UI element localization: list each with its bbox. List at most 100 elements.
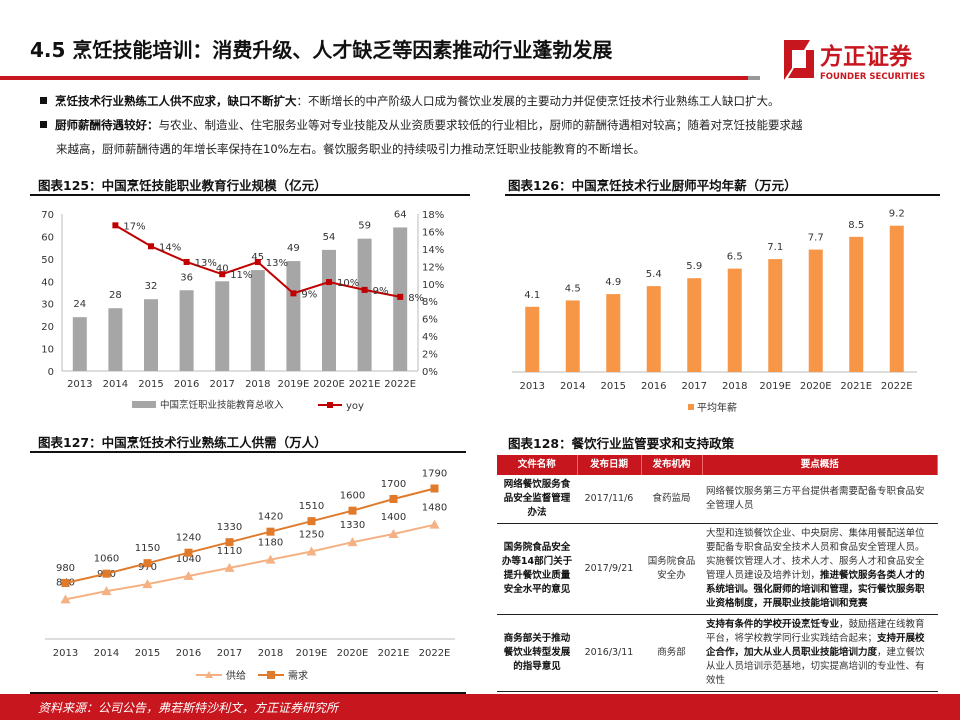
yoy-data-label: 14%	[159, 242, 181, 253]
yoy-marker	[148, 243, 154, 250]
x-tick-label: 2014	[560, 381, 585, 392]
chart-126-title: 图表126：中国烹饪技术行业厨师平均年薪（万元）	[508, 178, 797, 193]
data-label: 970	[138, 562, 157, 573]
legend-marker-demand	[267, 671, 275, 679]
data-label: 1240	[176, 533, 201, 544]
yoy-marker	[290, 290, 297, 297]
chart-127: 2013 2014 2015 2016 2017 2018 2019E 2020E 2021E 2…	[45, 469, 455, 682]
col-header-name: 文件名称	[497, 455, 578, 475]
supply-marker	[183, 571, 194, 580]
yoy-data-label: 9%	[301, 289, 317, 300]
bar-data-label: 9.2	[889, 209, 905, 220]
demand-marker	[266, 527, 275, 536]
demand-marker	[184, 548, 193, 557]
cell-org: 国务院食品安全办	[641, 523, 702, 615]
bar-data-label: 64	[394, 209, 407, 220]
legend-label-demand: 需求	[288, 670, 308, 682]
y-tick-label: 60	[41, 232, 54, 243]
x-tick-label: 2022E	[881, 381, 913, 392]
supply-marker	[347, 537, 358, 547]
yoy-marker	[183, 258, 190, 265]
bar-data-label: 32	[145, 281, 158, 292]
cell-summary: 支持有条件的学校开设烹饪专业，鼓励搭建在线教育平台，将学校教学同行业实践结合起来…	[702, 614, 938, 692]
legend-label-revenue: 中国烹饪职业技能教育总收入	[160, 399, 284, 411]
demand-marker	[430, 484, 439, 493]
cell-summary: 大型和连锁餐饮企业、中央厨房、集体用餐配送单位要配备专职食品安全技术人员和食品安…	[702, 523, 938, 615]
summary-segment: ，鼓励搭建在线教育平台，将学校教学同行业实践结合起来；	[706, 619, 925, 644]
founder-securities-logo: 方正证券 FOUNDER SECURITIES	[784, 40, 925, 82]
legend-label-supply: 供给	[226, 669, 246, 682]
legend-swatch-revenue	[132, 401, 156, 408]
supply-marker	[265, 554, 276, 564]
data-label: 1600	[340, 491, 365, 502]
chart-125: 0 10 20 30 40 50 60 70 0% 2% 4% 6% 8% 10% 12% 14% 16% 18%…	[41, 209, 444, 412]
y2-tick-label: 0%	[422, 367, 438, 378]
cell-date: 2017/11/6	[577, 475, 641, 524]
yoy-data-label: 8%	[408, 293, 424, 304]
demand-marker	[225, 538, 234, 547]
bar	[849, 236, 864, 372]
policy-table: 文件名称 发布日期 发布机构 要点概括 网络餐饮服务食品安全监督管理办法 2017…	[497, 455, 938, 692]
summary-segment: 推进餐饮服务各类人才的系统培训。强化厨师的培训和管理，实行餐饮服务职业资格制度，…	[706, 570, 925, 609]
data-label: 1330	[340, 520, 365, 531]
bar	[525, 306, 540, 372]
data-label: 1150	[135, 543, 160, 554]
x-tick-label: 2017	[217, 648, 242, 659]
yoy-data-label: 10%	[337, 278, 359, 289]
bullet-1: 烹饪技术行业熟练工人供不应求，缺口不断扩大：不断增长的中产阶级人口成为餐饮业发展…	[40, 89, 780, 113]
x-tick-label: 2013	[520, 381, 545, 392]
col-header-date: 发布日期	[577, 455, 642, 475]
bar	[108, 308, 123, 371]
y2-tick-label: 10%	[422, 280, 444, 291]
bar	[357, 238, 372, 371]
chart-127-rule	[30, 451, 466, 453]
cell-org: 商务部	[641, 614, 702, 692]
data-label: 1400	[381, 512, 406, 523]
supply-marker	[429, 519, 440, 529]
cell-org: 食药监局	[641, 475, 702, 524]
x-tick-label: 2019E	[296, 648, 328, 659]
bar-data-label: 45	[251, 252, 264, 263]
yoy-marker	[254, 258, 261, 265]
bar-data-label: 8.5	[848, 220, 864, 231]
demand-marker	[102, 569, 111, 578]
yoy-data-label: 9%	[373, 286, 389, 297]
cell-summary: 网络餐饮服务第三方平台提供者需要配备专职食品安全管理人员	[702, 475, 938, 524]
bar	[322, 249, 336, 371]
x-tick-label: 2015	[138, 379, 163, 390]
summary-segment: ，建立餐饮从业人员培训示范基地，切实提高培训的专业性、有效性	[706, 647, 925, 686]
y2-tick-label: 2%	[422, 350, 438, 361]
bullet-2: 厨师薪酬待遇较好：与农业、制造业、住宅服务业等对专业技能及从业资质要求较低的行业…	[40, 113, 803, 137]
data-label: 1700	[381, 479, 406, 490]
x-tick-label: 2016	[174, 379, 199, 390]
y2-tick-label: 16%	[422, 227, 444, 238]
x-tick-label: 2014	[103, 379, 128, 390]
x-tick-label: 2020E	[313, 379, 345, 390]
bar-data-label: 6.5	[727, 252, 743, 263]
x-tick-label: 2013	[53, 648, 78, 659]
data-label: 1040	[176, 554, 201, 565]
demand-marker	[61, 579, 70, 587]
legend-marker-yoy	[327, 402, 333, 408]
data-label: 1180	[258, 538, 283, 549]
bar	[808, 249, 823, 372]
bar	[646, 286, 661, 372]
yoy-data-label: 13%	[195, 258, 217, 269]
yoy-marker	[219, 271, 226, 278]
yoy-data-label: 13%	[266, 258, 288, 269]
y2-tick-label: 8%	[422, 297, 438, 308]
y2-tick-label: 18%	[422, 210, 444, 221]
cell-name: 国务院食品安全办等14部门关于提升餐饮业质量安全水平的意见	[497, 523, 577, 615]
summary-segment: 支持开展校企合作，加大从业人员职业技能培训力度	[706, 633, 925, 658]
footer-rule	[30, 692, 466, 694]
y-tick-label: 10	[41, 345, 54, 356]
legend-swatch	[688, 404, 694, 410]
bar-data-label: 40	[216, 263, 229, 274]
x-tick-label: 2017	[682, 381, 707, 392]
supply-marker	[142, 579, 153, 589]
data-label: 1790	[422, 469, 447, 480]
bullet-square-icon	[40, 97, 47, 104]
data-label: 980	[56, 563, 75, 574]
bullet-square-icon	[40, 121, 47, 128]
bar	[179, 290, 194, 371]
